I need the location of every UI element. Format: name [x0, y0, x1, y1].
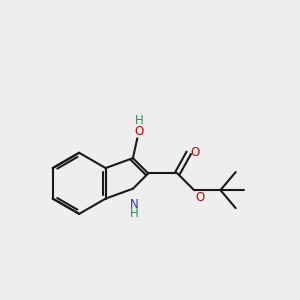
- Text: N: N: [130, 198, 139, 212]
- Text: H: H: [130, 207, 139, 220]
- Text: H: H: [134, 114, 143, 127]
- Text: O: O: [134, 124, 143, 137]
- Text: O: O: [190, 146, 200, 159]
- Text: O: O: [195, 191, 205, 205]
